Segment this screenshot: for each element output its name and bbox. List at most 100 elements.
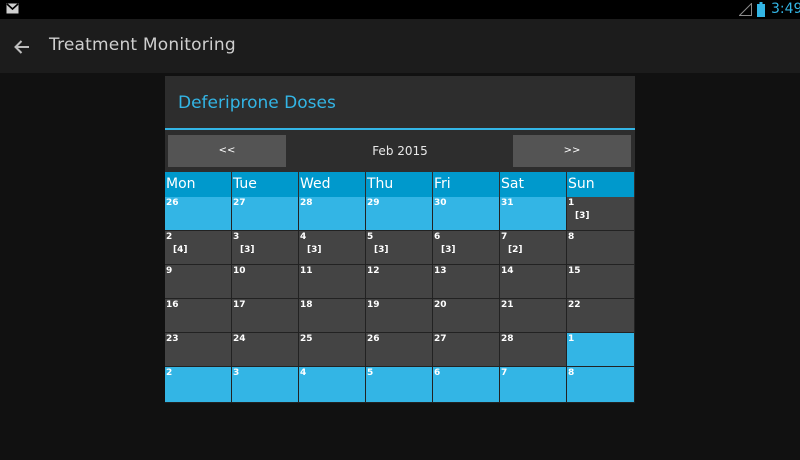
day-header: Fri: [433, 172, 500, 197]
calendar-day-cell[interactable]: 14: [500, 265, 567, 299]
day-number: 1: [568, 334, 575, 344]
status-bar: 3:49: [0, 0, 800, 19]
battery-icon: [757, 2, 765, 17]
day-number: 30: [434, 198, 447, 208]
calendar-day-cell[interactable]: 24: [232, 333, 299, 367]
action-bar: Treatment Monitoring: [0, 19, 800, 73]
dose-count: [3]: [240, 245, 255, 255]
calendar-day-cell[interactable]: 30: [433, 197, 500, 231]
day-number: 13: [434, 266, 447, 276]
calendar-day-cell[interactable]: 26: [165, 197, 232, 231]
day-number: 10: [233, 266, 246, 276]
calendar-day-cell[interactable]: 8: [567, 231, 635, 265]
day-header: Sat: [500, 172, 567, 197]
calendar-day-cell[interactable]: 27: [433, 333, 500, 367]
calendar-day-cell[interactable]: 27: [232, 197, 299, 231]
dose-count: [4]: [173, 245, 188, 255]
day-number: 22: [568, 300, 581, 310]
day-number: 2: [166, 232, 173, 242]
day-number: 6: [434, 232, 441, 242]
calendar-day-cell[interactable]: 28: [299, 197, 366, 231]
day-number: 3: [233, 232, 240, 242]
calendar-day-cell[interactable]: 3 [3]: [232, 231, 299, 265]
day-number: 26: [166, 198, 179, 208]
calendar-day-cell[interactable]: 23: [165, 333, 232, 367]
calendar-day-cell[interactable]: 2: [165, 367, 232, 403]
signal-icon: [739, 3, 752, 16]
day-number: 17: [233, 300, 246, 310]
calendar-day-cell[interactable]: 25: [299, 333, 366, 367]
day-number: 4: [300, 232, 307, 242]
back-arrow-icon[interactable]: [12, 37, 32, 57]
month-navigation: << Feb 2015 >>: [165, 132, 635, 170]
title-divider: [165, 128, 635, 130]
day-number: 26: [367, 334, 380, 344]
calendar-day-cell[interactable]: 17: [232, 299, 299, 333]
calendar-day-cell[interactable]: 15: [567, 265, 635, 299]
day-number: 8: [568, 368, 575, 378]
current-month-label: Feb 2015: [372, 144, 428, 158]
calendar-day-cell[interactable]: 7: [500, 367, 567, 403]
day-number: 28: [300, 198, 313, 208]
calendar-day-cell[interactable]: 1: [567, 333, 635, 367]
dose-count: [3]: [307, 245, 322, 255]
next-month-button[interactable]: >>: [513, 135, 631, 167]
day-number: 16: [166, 300, 179, 310]
calendar-day-cell[interactable]: 5 [3]: [366, 231, 433, 265]
day-number: 14: [501, 266, 514, 276]
calendar-day-cell[interactable]: 9: [165, 265, 232, 299]
status-clock: 3:49: [771, 1, 800, 17]
calendar-day-cell[interactable]: 28: [500, 333, 567, 367]
day-number: 27: [233, 198, 246, 208]
calendar-day-cell[interactable]: 7 [2]: [500, 231, 567, 265]
calendar-day-cell[interactable]: 29: [366, 197, 433, 231]
calendar-day-cell[interactable]: 6 [3]: [433, 231, 500, 265]
day-header: Tue: [232, 172, 299, 197]
day-header: Sun: [567, 172, 635, 197]
calendar-day-cell[interactable]: 19: [366, 299, 433, 333]
calendar-day-cell[interactable]: 26: [366, 333, 433, 367]
day-number: 15: [568, 266, 581, 276]
day-number: 19: [367, 300, 380, 310]
day-number: 18: [300, 300, 313, 310]
calendar-day-cell[interactable]: 22: [567, 299, 635, 333]
dose-count: [3]: [441, 245, 456, 255]
day-number: 25: [300, 334, 313, 344]
day-number: 5: [367, 232, 374, 242]
calendar-day-cell[interactable]: 18: [299, 299, 366, 333]
calendar-day-cell[interactable]: 4: [299, 367, 366, 403]
calendar-day-cell[interactable]: 5: [366, 367, 433, 403]
calendar-day-cell[interactable]: 16: [165, 299, 232, 333]
calendar-day-cell[interactable]: 4 [3]: [299, 231, 366, 265]
day-number: 7: [501, 232, 508, 242]
calendar-day-cell[interactable]: 12: [366, 265, 433, 299]
calendar-day-cell[interactable]: 11: [299, 265, 366, 299]
day-number: 23: [166, 334, 179, 344]
day-number: 2: [166, 368, 173, 378]
day-number: 27: [434, 334, 447, 344]
calendar-day-cell[interactable]: 31: [500, 197, 567, 231]
calendar-grid: Mon Tue Wed Thu Fri Sat Sun 26 27 28 29 30 31 1 [3] 2 [4…: [165, 172, 635, 403]
calendar-day-cell[interactable]: 3: [232, 367, 299, 403]
day-header: Thu: [366, 172, 433, 197]
calendar-day-cell[interactable]: 1 [3]: [567, 197, 635, 231]
day-number: 3: [233, 368, 240, 378]
day-number: 7: [501, 368, 508, 378]
calendar-day-cell[interactable]: 20: [433, 299, 500, 333]
calendar-day-cell[interactable]: 8: [567, 367, 635, 403]
day-number: 1: [568, 198, 575, 208]
day-number: 12: [367, 266, 380, 276]
day-number: 9: [166, 266, 173, 276]
dose-count: [2]: [508, 245, 523, 255]
calendar-day-cell[interactable]: 6: [433, 367, 500, 403]
calendar-day-cell[interactable]: 13: [433, 265, 500, 299]
dialog-title: Deferiprone Doses: [178, 93, 336, 113]
doses-dialog: Deferiprone Doses << Feb 2015 >> Mon Tue W…: [165, 76, 635, 403]
previous-month-button[interactable]: <<: [168, 135, 286, 167]
calendar-day-cell[interactable]: 10: [232, 265, 299, 299]
page-title: Treatment Monitoring: [49, 35, 236, 55]
day-number: 24: [233, 334, 246, 344]
calendar-day-cell[interactable]: 2 [4]: [165, 231, 232, 265]
calendar-day-cell[interactable]: 21: [500, 299, 567, 333]
day-number: 29: [367, 198, 380, 208]
